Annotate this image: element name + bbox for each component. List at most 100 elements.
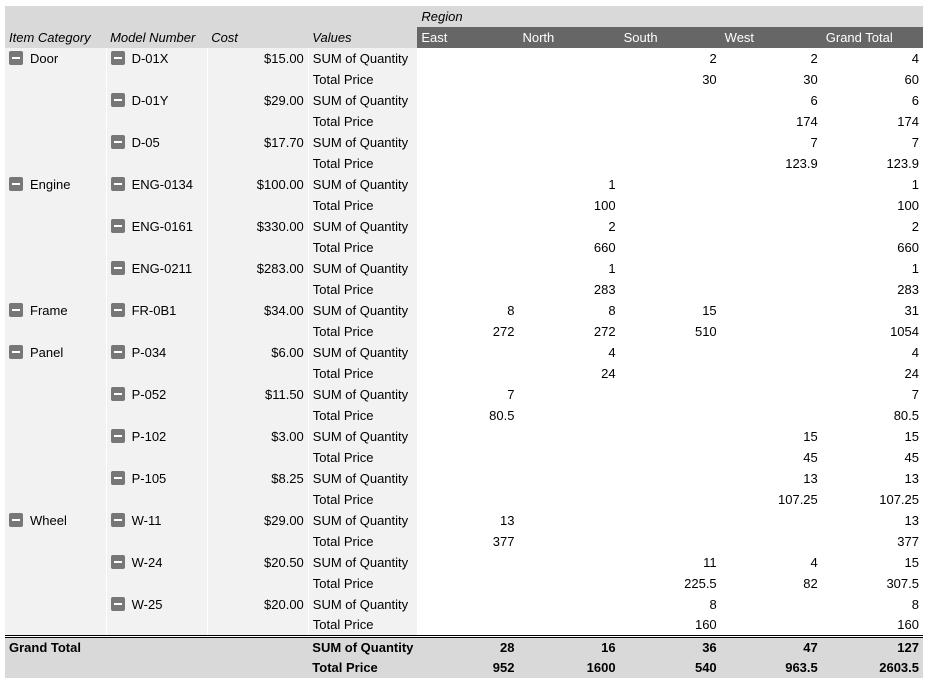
- table-row: Frame FR-0B1 $34.00 SUM of Quantity 8 8 15 31: [5, 300, 923, 321]
- table-row: Total Price 100 100: [5, 195, 923, 216]
- category-cell: Door: [5, 48, 107, 69]
- region-header-north[interactable]: North: [518, 27, 620, 48]
- table-row: Total Price 24 24: [5, 363, 923, 384]
- value-cell: [721, 531, 822, 552]
- value-cell: [518, 594, 619, 615]
- value-label-cell: SUM of Quantity: [308, 468, 418, 489]
- model-cell: [106, 573, 208, 594]
- model-label: D-05: [131, 135, 160, 150]
- category-cell: [5, 615, 107, 636]
- collapse-minus-icon[interactable]: [9, 345, 23, 359]
- collapse-minus-icon[interactable]: [9, 177, 23, 191]
- column-header-cost[interactable]: Cost: [207, 27, 309, 48]
- grand-total-cell: 963.5: [720, 657, 822, 678]
- table-row: Total Price 160 160: [5, 615, 923, 636]
- collapse-minus-icon[interactable]: [110, 51, 125, 65]
- model-cell: P-102: [106, 426, 208, 447]
- table-row: ENG-0211 $283.00 SUM of Quantity 1 1: [5, 258, 923, 279]
- category-label: Engine: [30, 177, 71, 192]
- value-cell: [620, 363, 721, 384]
- category-cell: [5, 279, 107, 300]
- value-label-cell: Total Price: [308, 195, 418, 216]
- category-cell: Wheel: [5, 510, 107, 531]
- value-cell: [620, 426, 721, 447]
- value-cell: [620, 153, 721, 174]
- model-cell: [106, 405, 208, 426]
- value-cell: [518, 510, 619, 531]
- column-header-model-number[interactable]: Model Number: [106, 27, 208, 48]
- collapse-minus-icon[interactable]: [110, 93, 125, 107]
- cost-cell: $29.00: [207, 90, 309, 111]
- header-blank: [5, 6, 418, 27]
- value-cell: [721, 258, 822, 279]
- collapse-minus-icon[interactable]: [110, 219, 125, 233]
- column-header-item-category[interactable]: Item Category: [5, 27, 107, 48]
- collapse-minus-icon[interactable]: [110, 177, 125, 191]
- value-cell: [620, 90, 721, 111]
- collapse-minus-icon[interactable]: [110, 513, 125, 527]
- value-label-cell: SUM of Quantity: [308, 216, 418, 237]
- value-cell: 160: [897, 617, 919, 633]
- value-cell: 283: [897, 282, 919, 297]
- value-cell: 1054: [890, 324, 919, 339]
- cost-cell: [207, 237, 309, 258]
- value-label-cell: SUM of Quantity: [308, 426, 418, 447]
- value-label-cell: SUM of Quantity: [308, 90, 418, 111]
- value-cell: 272: [593, 324, 616, 339]
- collapse-minus-icon[interactable]: [110, 135, 125, 149]
- region-header-grand-total[interactable]: Grand Total: [821, 27, 923, 48]
- region-header-west[interactable]: West: [720, 27, 822, 48]
- collapse-minus-icon[interactable]: [9, 51, 23, 65]
- value-cell: 377: [897, 534, 919, 549]
- grand-total-cell: 36: [619, 634, 721, 657]
- category-cell: Frame: [5, 300, 107, 321]
- value-cell: 15: [803, 429, 818, 444]
- category-cell: [5, 132, 107, 153]
- value-label-cell: SUM of Quantity: [308, 510, 418, 531]
- category-cell: [5, 111, 107, 132]
- value-cell: [417, 489, 518, 510]
- collapse-minus-icon[interactable]: [9, 513, 23, 527]
- value-cell: [721, 384, 822, 405]
- collapse-minus-icon[interactable]: [110, 261, 125, 275]
- value-cell: [518, 111, 619, 132]
- region-header-south[interactable]: South: [619, 27, 721, 48]
- value-cell: [518, 426, 619, 447]
- value-cell: 7: [911, 387, 919, 402]
- value-cell: [417, 363, 518, 384]
- value-cell: [721, 279, 822, 300]
- collapse-minus-icon[interactable]: [110, 429, 125, 443]
- value-cell: [417, 615, 518, 636]
- collapse-minus-icon[interactable]: [110, 597, 125, 611]
- collapse-minus-icon[interactable]: [110, 555, 125, 569]
- model-cell: D-05: [106, 132, 208, 153]
- column-header-values[interactable]: Values: [308, 27, 418, 48]
- value-cell: 4: [608, 345, 616, 360]
- value-cell: [417, 447, 518, 468]
- value-cell: 4: [911, 51, 919, 66]
- region-field-label[interactable]: Region: [417, 6, 923, 27]
- cost-cell: [207, 111, 309, 132]
- value-cell: 80.5: [893, 408, 919, 423]
- category-cell: [5, 384, 107, 405]
- category-cell: [5, 237, 107, 258]
- value-cell: [721, 321, 822, 342]
- collapse-minus-icon[interactable]: [110, 387, 125, 401]
- collapse-minus-icon[interactable]: [110, 345, 125, 359]
- value-cell: [518, 384, 619, 405]
- collapse-minus-icon[interactable]: [110, 471, 125, 485]
- collapse-minus-icon[interactable]: [110, 303, 125, 317]
- value-cell: 7: [507, 387, 515, 402]
- value-cell: 2: [608, 219, 616, 234]
- cost-cell: [207, 447, 309, 468]
- value-cell: 123.9: [785, 156, 818, 171]
- category-label: Door: [30, 51, 59, 66]
- collapse-minus-icon[interactable]: [9, 303, 23, 317]
- model-cell: W-25: [106, 594, 208, 615]
- table-row: P-102 $3.00 SUM of Quantity 15 15: [5, 426, 923, 447]
- cost-cell: $20.00: [207, 594, 309, 615]
- table-row: ENG-0161 $330.00 SUM of Quantity 2 2: [5, 216, 923, 237]
- region-header-east[interactable]: East: [417, 27, 519, 48]
- value-cell: 45: [904, 450, 919, 465]
- value-label-cell: Total Price: [308, 363, 418, 384]
